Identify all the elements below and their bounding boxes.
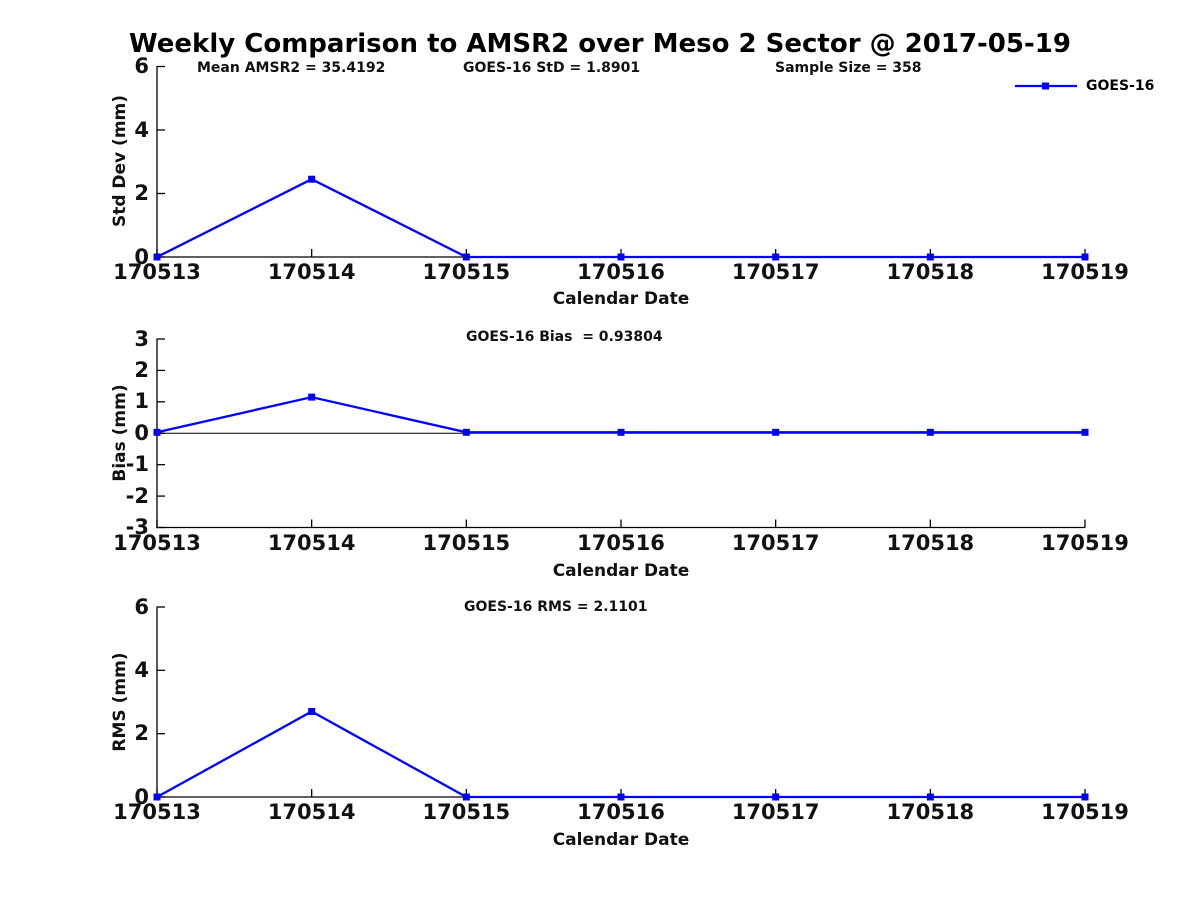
x-tick-label: 170518 xyxy=(886,531,975,555)
x-tick-label: 170515 xyxy=(422,800,511,824)
y-tick-label: 6 xyxy=(134,54,149,78)
data-point-marker xyxy=(772,793,780,801)
x-tick-label: 170515 xyxy=(422,260,511,284)
data-line xyxy=(156,177,1085,259)
data-point-marker xyxy=(153,253,161,261)
x-tick-label: 170519 xyxy=(1041,531,1129,555)
data-point-marker xyxy=(926,253,934,261)
annotation-goes16-std: GOES-16 StD = 1.8901 xyxy=(463,60,641,76)
data-line xyxy=(156,395,1085,434)
data-point-marker xyxy=(462,253,470,261)
data-point-marker xyxy=(153,428,161,436)
data-point-marker xyxy=(617,253,625,261)
y-tick-label: 3 xyxy=(134,326,149,351)
data-point-marker xyxy=(462,428,470,436)
x-tick-label: 170519 xyxy=(1041,260,1129,284)
annotation-goes16-rms: GOES-16 RMS = 2.1101 xyxy=(464,599,648,615)
x-tick-label: 170513 xyxy=(113,260,201,284)
data-point-marker xyxy=(153,793,161,801)
x-tick-label: 170514 xyxy=(267,260,356,284)
xlabel-calendar-date-2: Calendar Date xyxy=(552,561,690,581)
annotation-goes16-bias: GOES-16 Bias = 0.93804 xyxy=(466,329,663,345)
x-tick-label: 170517 xyxy=(731,260,820,284)
data-point-marker xyxy=(617,793,625,801)
x-tick-label: 170515 xyxy=(422,531,511,555)
xlabel-calendar-date-1: Calendar Date xyxy=(552,289,690,309)
data-point-marker xyxy=(617,428,625,436)
data-point-marker xyxy=(462,793,470,801)
x-tick-label: 170516 xyxy=(577,800,665,824)
x-tick-label: 170514 xyxy=(267,800,356,824)
data-point-marker xyxy=(1081,253,1089,261)
data-point-marker xyxy=(772,428,780,436)
figure-title: Weekly Comparison to AMSR2 over Meso 2 S… xyxy=(129,29,1071,59)
data-point-marker xyxy=(308,175,316,183)
y-tick-label: -3 xyxy=(125,515,149,539)
y-tick-label: 2 xyxy=(134,181,149,205)
data-point-marker xyxy=(1081,793,1089,801)
x-tick-label: 170513 xyxy=(113,800,201,824)
x-tick-label: 170517 xyxy=(731,800,820,824)
y-tick-label: 4 xyxy=(134,117,149,142)
y-tick-label: 0 xyxy=(134,244,149,269)
y-tick-label: 6 xyxy=(134,594,149,619)
data-point-marker xyxy=(1081,428,1089,436)
data-point-marker xyxy=(772,253,780,261)
legend-label: GOES-16 xyxy=(1086,78,1155,94)
data-point-marker xyxy=(308,708,316,715)
x-tick-label: 170519 xyxy=(1041,800,1129,824)
annotation-sample-size: Sample Size = 358 xyxy=(775,60,922,76)
ylabel-std-dev: Std Dev (mm) xyxy=(110,94,130,228)
legend-line-icon xyxy=(1015,82,1077,90)
x-tick-label: 170518 xyxy=(886,260,975,284)
data-line xyxy=(156,710,1085,799)
y-tick-label: -1 xyxy=(125,452,149,477)
xlabel-calendar-date-3: Calendar Date xyxy=(552,830,690,850)
y-tick-label: -2 xyxy=(125,483,149,508)
x-tick-label: 170518 xyxy=(886,800,975,824)
x-tick-label: 170517 xyxy=(731,531,820,555)
y-tick-label: 2 xyxy=(134,357,149,382)
data-point-marker xyxy=(308,393,316,401)
x-tick-label: 170516 xyxy=(577,531,665,555)
data-point-marker xyxy=(926,793,934,801)
y-tick-label: 2 xyxy=(134,721,149,746)
y-tick-label: 0 xyxy=(134,784,149,809)
y-tick-label: 4 xyxy=(134,657,149,682)
data-point-marker xyxy=(926,428,934,436)
y-tick-label: 0 xyxy=(134,420,149,445)
x-tick-label: 170513 xyxy=(113,531,201,555)
x-tick-label: 170514 xyxy=(267,531,356,555)
annotation-mean-amsr2: Mean AMSR2 = 35.4192 xyxy=(197,60,386,76)
x-tick-label: 170516 xyxy=(577,260,665,284)
legend: GOES-16 xyxy=(1014,78,1154,94)
y-tick-label: 1 xyxy=(134,389,149,414)
